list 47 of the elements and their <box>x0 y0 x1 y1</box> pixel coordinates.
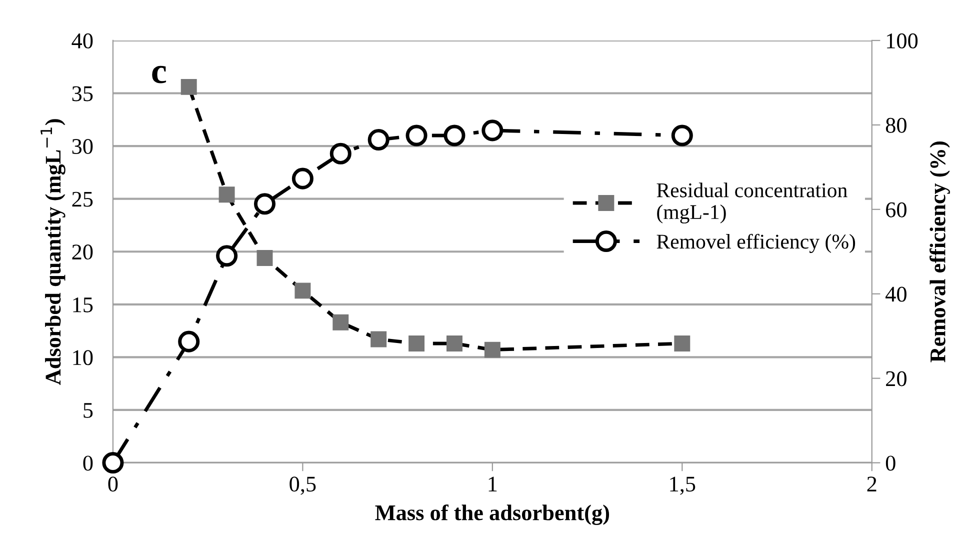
y-tick-label: 40 <box>72 33 93 48</box>
x-tick-label: 0 <box>108 476 118 492</box>
y2-tick-label: 60 <box>886 202 906 218</box>
legend-label: Removel efficiency (%) <box>656 234 856 253</box>
point <box>292 168 314 190</box>
point <box>178 330 200 352</box>
y-tick-label: 25 <box>72 192 93 207</box>
point <box>332 314 349 330</box>
x-tick-label: 2 <box>867 476 876 492</box>
x-tick-label: 1 <box>488 476 497 492</box>
y-tick-label: 35 <box>72 86 93 102</box>
annotation: c <box>152 66 166 84</box>
point <box>406 124 428 146</box>
y2-tick-label: 40 <box>886 286 906 302</box>
point <box>484 342 500 358</box>
point <box>482 120 504 142</box>
y-tick-label: 20 <box>72 244 93 260</box>
point <box>294 282 311 299</box>
point <box>330 142 352 164</box>
y-tick-label: 5 <box>84 403 93 418</box>
y-tick-label: 10 <box>73 350 93 366</box>
point <box>671 124 693 146</box>
point <box>218 186 235 203</box>
point <box>216 245 238 267</box>
point <box>254 193 276 215</box>
y2-axis-title: Removal efficiency (%) <box>930 142 950 362</box>
y-axis-title: Adsorbed quantity (mgL$^{−1}$) <box>40 119 66 385</box>
y2-tick-label: 0 <box>886 456 896 471</box>
y-tick-label: 15 <box>73 297 93 312</box>
point <box>446 335 462 352</box>
x-tick-label: 0,5 <box>290 476 316 495</box>
point <box>256 250 273 266</box>
y2-tick-label: 80 <box>886 118 906 133</box>
point <box>444 124 466 146</box>
x-tick-label: 1,5 <box>670 476 696 495</box>
point <box>180 78 197 95</box>
y-tick-label: 0 <box>83 456 93 471</box>
y2-tick-label: 20 <box>886 371 906 386</box>
point <box>408 335 425 352</box>
point <box>368 128 390 150</box>
x-axis-title: Mass of the adsorbent(g) <box>375 504 610 525</box>
legend-label: Residual concentration (mgL-1) <box>656 182 848 224</box>
y-tick-label: 30 <box>72 138 93 154</box>
point <box>674 335 690 352</box>
point <box>370 331 387 348</box>
point <box>102 452 124 474</box>
y2-tick-label: 100 <box>887 33 918 48</box>
